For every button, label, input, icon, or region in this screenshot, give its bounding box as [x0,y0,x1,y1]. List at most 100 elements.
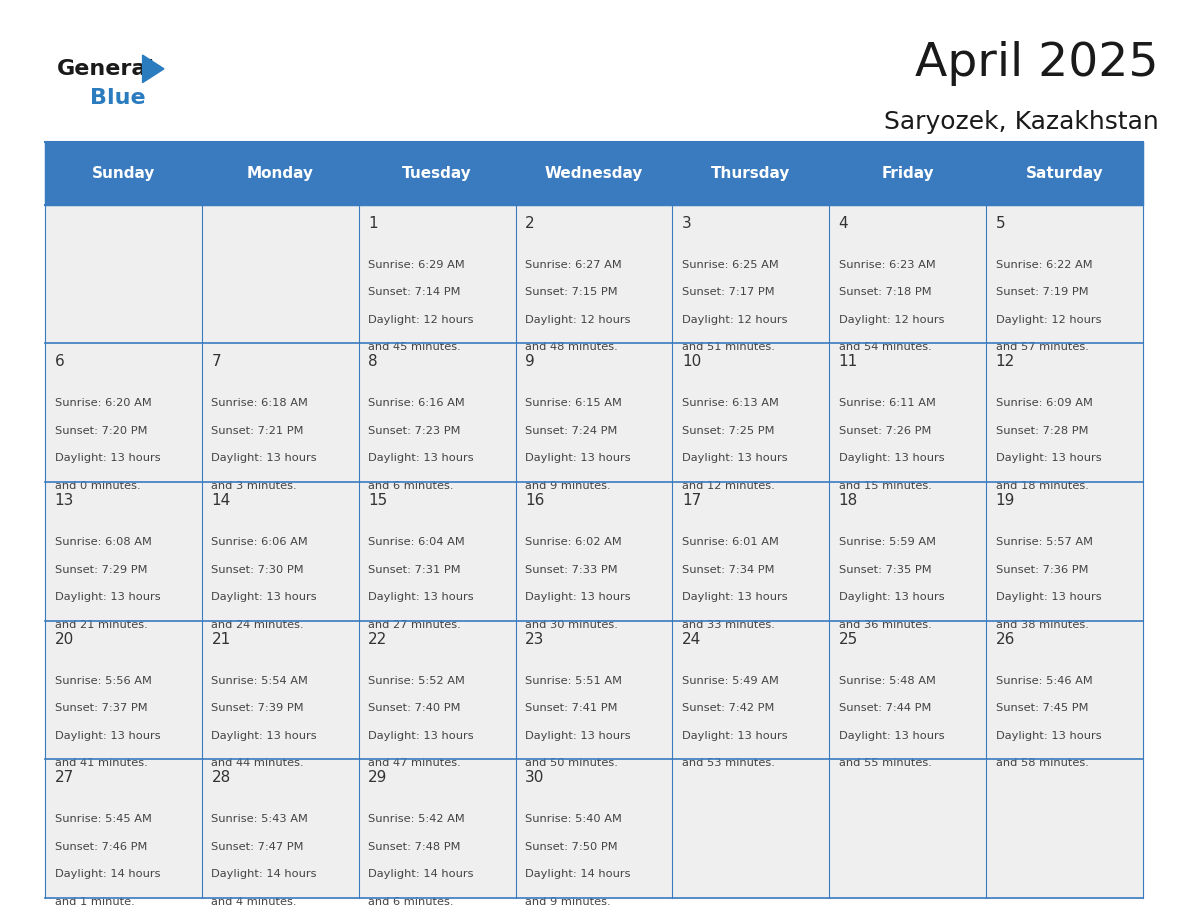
Text: Sunrise: 6:22 AM: Sunrise: 6:22 AM [996,260,1092,270]
Bar [45,205,1143,343]
Text: Sunset: 7:17 PM: Sunset: 7:17 PM [682,287,775,297]
Text: Tuesday: Tuesday [403,166,472,181]
Text: Sunset: 7:23 PM: Sunset: 7:23 PM [368,426,461,436]
Text: and 9 minutes.: and 9 minutes. [525,481,611,491]
Text: and 51 minutes.: and 51 minutes. [682,342,775,353]
Text: Sunrise: 6:16 AM: Sunrise: 6:16 AM [368,398,465,409]
Text: and 6 minutes.: and 6 minutes. [368,897,454,907]
Text: Sunset: 7:31 PM: Sunset: 7:31 PM [368,565,461,575]
Text: Sunrise: 5:49 AM: Sunrise: 5:49 AM [682,676,779,686]
Text: Sunrise: 5:45 AM: Sunrise: 5:45 AM [55,814,152,824]
Text: and 50 minutes.: and 50 minutes. [525,758,618,768]
Text: and 1 minute.: and 1 minute. [55,897,134,907]
Text: Sunrise: 5:42 AM: Sunrise: 5:42 AM [368,814,465,824]
Text: Sunrise: 6:18 AM: Sunrise: 6:18 AM [211,398,309,409]
Text: Sunrise: 6:11 AM: Sunrise: 6:11 AM [839,398,936,409]
Text: and 12 minutes.: and 12 minutes. [682,481,775,491]
Text: Daylight: 13 hours: Daylight: 13 hours [55,592,160,602]
Text: Thursday: Thursday [712,166,790,181]
Text: 21: 21 [211,632,230,646]
Text: Sunset: 7:30 PM: Sunset: 7:30 PM [211,565,304,575]
Text: Saturday: Saturday [1025,166,1104,181]
Text: Daylight: 13 hours: Daylight: 13 hours [839,592,944,602]
Text: Daylight: 13 hours: Daylight: 13 hours [682,453,788,464]
Text: 5: 5 [996,216,1005,230]
Text: Daylight: 12 hours: Daylight: 12 hours [525,315,631,325]
Text: 4: 4 [839,216,848,230]
Text: and 24 minutes.: and 24 minutes. [211,620,304,630]
Text: Sunrise: 6:04 AM: Sunrise: 6:04 AM [368,537,465,547]
Text: Wednesday: Wednesday [545,166,643,181]
Text: 10: 10 [682,354,701,369]
Text: Blue: Blue [90,88,146,108]
Text: Daylight: 13 hours: Daylight: 13 hours [525,592,631,602]
Text: 6: 6 [55,354,64,369]
Text: Sunset: 7:15 PM: Sunset: 7:15 PM [525,287,618,297]
Text: 15: 15 [368,493,387,508]
Text: and 0 minutes.: and 0 minutes. [55,481,140,491]
Polygon shape [143,55,164,83]
Text: Daylight: 12 hours: Daylight: 12 hours [996,315,1101,325]
Text: and 6 minutes.: and 6 minutes. [368,481,454,491]
Text: Sunset: 7:46 PM: Sunset: 7:46 PM [55,842,147,852]
Text: 28: 28 [211,770,230,785]
Text: Daylight: 13 hours: Daylight: 13 hours [211,731,317,741]
Text: and 33 minutes.: and 33 minutes. [682,620,775,630]
Text: Daylight: 13 hours: Daylight: 13 hours [368,592,474,602]
Text: Sunset: 7:37 PM: Sunset: 7:37 PM [55,703,147,713]
Text: Friday: Friday [881,166,934,181]
Text: 11: 11 [839,354,858,369]
Text: Daylight: 13 hours: Daylight: 13 hours [525,453,631,464]
Text: Sunrise: 6:08 AM: Sunrise: 6:08 AM [55,537,152,547]
Text: Sunset: 7:20 PM: Sunset: 7:20 PM [55,426,147,436]
Text: 14: 14 [211,493,230,508]
Text: Sunrise: 6:20 AM: Sunrise: 6:20 AM [55,398,151,409]
Text: and 55 minutes.: and 55 minutes. [839,758,931,768]
Text: Daylight: 13 hours: Daylight: 13 hours [996,731,1101,741]
Text: Daylight: 12 hours: Daylight: 12 hours [682,315,788,325]
Text: and 36 minutes.: and 36 minutes. [839,620,931,630]
Text: Sunset: 7:39 PM: Sunset: 7:39 PM [211,703,304,713]
Text: Sunrise: 6:27 AM: Sunrise: 6:27 AM [525,260,621,270]
Text: Sunset: 7:26 PM: Sunset: 7:26 PM [839,426,931,436]
Text: General: General [57,59,154,79]
Text: 26: 26 [996,632,1015,646]
Text: Daylight: 13 hours: Daylight: 13 hours [368,453,474,464]
Text: and 27 minutes.: and 27 minutes. [368,620,461,630]
Text: Sunset: 7:14 PM: Sunset: 7:14 PM [368,287,461,297]
Text: Sunset: 7:21 PM: Sunset: 7:21 PM [211,426,304,436]
Text: and 47 minutes.: and 47 minutes. [368,758,461,768]
Text: Daylight: 13 hours: Daylight: 13 hours [996,592,1101,602]
Bar [45,142,1143,205]
Text: Sunrise: 5:43 AM: Sunrise: 5:43 AM [211,814,309,824]
Text: Sunset: 7:19 PM: Sunset: 7:19 PM [996,287,1088,297]
Text: Sunset: 7:41 PM: Sunset: 7:41 PM [525,703,618,713]
Text: and 44 minutes.: and 44 minutes. [211,758,304,768]
Text: Sunset: 7:25 PM: Sunset: 7:25 PM [682,426,775,436]
Text: 3: 3 [682,216,691,230]
Text: and 57 minutes.: and 57 minutes. [996,342,1088,353]
Text: Sunset: 7:45 PM: Sunset: 7:45 PM [996,703,1088,713]
Text: Saryozek, Kazakhstan: Saryozek, Kazakhstan [884,110,1158,134]
Text: Sunset: 7:18 PM: Sunset: 7:18 PM [839,287,931,297]
Text: Daylight: 14 hours: Daylight: 14 hours [211,869,317,879]
Text: 25: 25 [839,632,858,646]
Text: Sunset: 7:36 PM: Sunset: 7:36 PM [996,565,1088,575]
Text: Daylight: 13 hours: Daylight: 13 hours [525,731,631,741]
Text: Sunset: 7:48 PM: Sunset: 7:48 PM [368,842,461,852]
Text: Sunset: 7:35 PM: Sunset: 7:35 PM [839,565,931,575]
Text: 19: 19 [996,493,1015,508]
Text: 1: 1 [368,216,378,230]
Text: 24: 24 [682,632,701,646]
Text: and 54 minutes.: and 54 minutes. [839,342,931,353]
Text: 20: 20 [55,632,74,646]
Text: Sunset: 7:29 PM: Sunset: 7:29 PM [55,565,147,575]
Text: Daylight: 14 hours: Daylight: 14 hours [525,869,631,879]
Text: Sunrise: 5:54 AM: Sunrise: 5:54 AM [211,676,309,686]
Text: and 53 minutes.: and 53 minutes. [682,758,775,768]
Text: Daylight: 14 hours: Daylight: 14 hours [368,869,474,879]
Bar [45,482,1143,621]
Text: Sunset: 7:34 PM: Sunset: 7:34 PM [682,565,775,575]
Text: Sunset: 7:42 PM: Sunset: 7:42 PM [682,703,775,713]
Text: Daylight: 13 hours: Daylight: 13 hours [839,453,944,464]
